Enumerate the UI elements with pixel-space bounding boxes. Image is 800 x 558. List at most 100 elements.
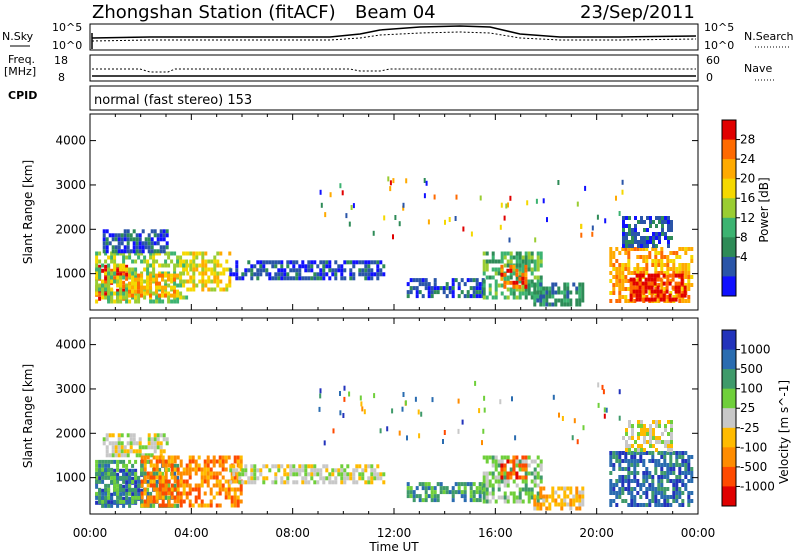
velocity-cell (167, 487, 171, 492)
power-cell (170, 293, 173, 298)
velocity-cell (491, 491, 495, 496)
velocity-cell (212, 455, 216, 460)
power-cell (179, 275, 183, 280)
power-cell (536, 259, 540, 264)
velocity-cell (430, 490, 434, 495)
velocity-cell (684, 467, 688, 471)
power-cell (690, 283, 694, 287)
velocity-cell (642, 459, 646, 463)
velocity-cell (123, 453, 127, 458)
velocity-cell (488, 483, 492, 488)
power-cell (627, 259, 631, 263)
power-cell (123, 237, 127, 242)
power-cell (128, 251, 132, 256)
velocity-cell (128, 475, 132, 480)
velocity-cell (230, 503, 234, 508)
velocity-cell (328, 472, 332, 477)
power-cell (179, 283, 183, 288)
velocity-cell (339, 391, 341, 396)
power-cell (95, 251, 99, 256)
velocity-cell (188, 499, 192, 504)
power-cell (512, 284, 516, 289)
velocity-cell (179, 471, 183, 476)
velocity-cell (657, 479, 661, 483)
power-cell (551, 286, 555, 291)
velocity-cell (346, 476, 350, 481)
power-cell (646, 228, 649, 232)
velocity-cell (518, 495, 522, 500)
power-cell (213, 267, 217, 272)
power-cell (259, 264, 263, 269)
power-cell (530, 291, 534, 296)
velocity-cell (179, 495, 183, 500)
velocity-cell (433, 486, 437, 491)
velocity-cell (98, 487, 102, 492)
power-cell (638, 293, 642, 298)
velocity-cell (218, 491, 222, 496)
power-cell (651, 263, 655, 267)
velocity-cell (481, 440, 483, 446)
velocity-cell (690, 467, 694, 471)
power-cell (286, 264, 290, 269)
velocity-cell (102, 441, 106, 446)
power-cell (660, 247, 664, 251)
power-cell (631, 232, 634, 236)
power-cell (119, 279, 123, 284)
velocity-cell (101, 467, 105, 472)
power-cell (295, 268, 299, 273)
power-cell (530, 267, 534, 272)
velocity-cell (203, 459, 207, 464)
power-cell (107, 295, 111, 300)
colorbar-tick-label: 12 (740, 211, 755, 225)
velocity-cell (536, 502, 540, 507)
power-cell (612, 267, 616, 271)
power-cell (664, 232, 667, 236)
velocity-cell (684, 459, 688, 463)
power-cell (647, 281, 651, 286)
power-cell (642, 247, 646, 251)
velocity-cell (110, 500, 114, 505)
velocity-cell (134, 495, 138, 500)
power-cell (482, 287, 486, 292)
power-cell (624, 279, 628, 283)
velocity-cell (621, 475, 625, 479)
velocity-cell (515, 483, 519, 488)
velocity-cell (140, 499, 144, 504)
nave-tick-bottom: 0 (706, 71, 713, 84)
velocity-cell (203, 463, 207, 468)
power-cell (646, 244, 649, 248)
velocity-cell (539, 506, 543, 511)
velocity-cell (521, 475, 525, 480)
velocity-cell (625, 440, 628, 444)
power-cell (530, 283, 534, 288)
power-cell (102, 245, 106, 250)
velocity-cell (560, 486, 564, 491)
power-cell (213, 259, 217, 264)
velocity-cell (612, 467, 616, 471)
power-cell (687, 287, 691, 291)
power-cell (146, 277, 149, 282)
power-cell (451, 286, 455, 291)
velocity-cell (119, 499, 123, 504)
power-cell (681, 287, 685, 291)
velocity-cell (188, 471, 192, 476)
colorbar-swatch (722, 466, 736, 487)
velocity-cell (645, 491, 649, 495)
power-cell (116, 288, 120, 293)
velocity-cell (670, 444, 673, 448)
velocity-cell (648, 487, 652, 491)
velocity-cell (643, 428, 646, 432)
velocity-cell (560, 506, 564, 511)
velocity-cell (298, 464, 302, 469)
power-cell (192, 283, 196, 288)
power-cell (110, 255, 114, 260)
velocity-cell (515, 463, 519, 468)
velocity-cell (427, 494, 431, 499)
velocity-cell (651, 459, 655, 463)
noise-left-tick-bottom: 10^0 (52, 39, 82, 52)
power-cell (506, 263, 510, 268)
power-cell (566, 290, 570, 295)
power-cell (649, 220, 652, 224)
velocity-cell (197, 487, 201, 492)
power-cell (125, 267, 129, 272)
